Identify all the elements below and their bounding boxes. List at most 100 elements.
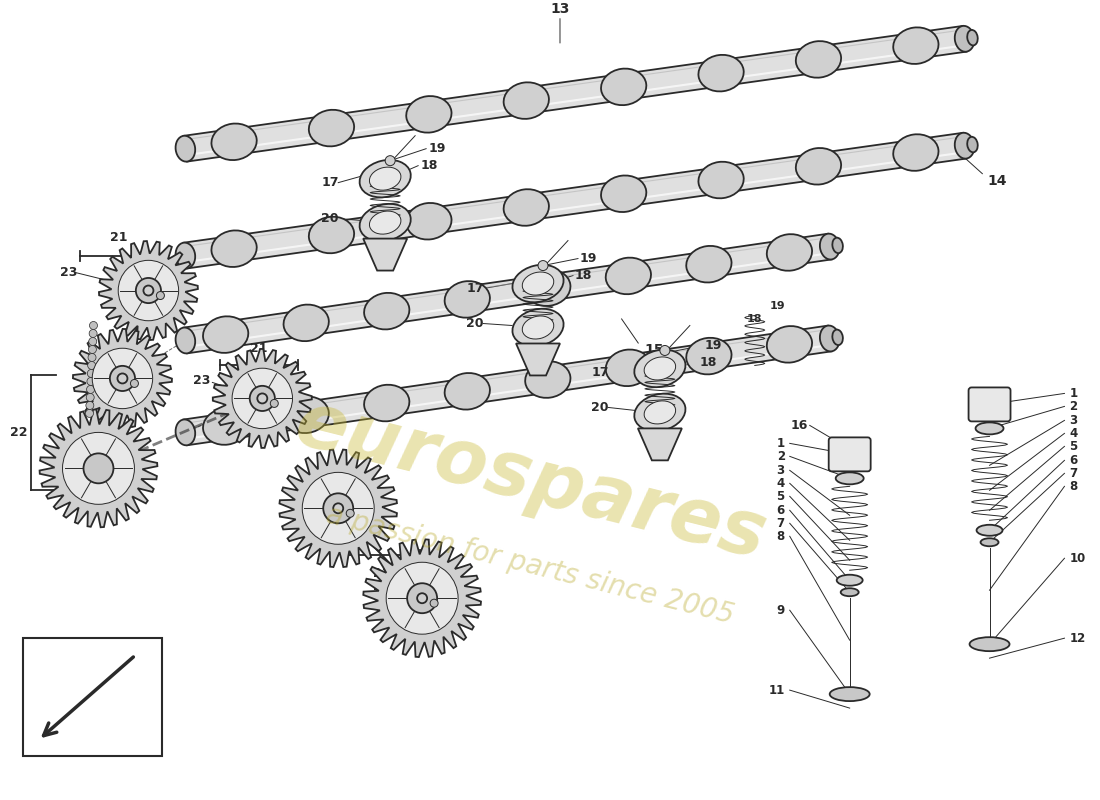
Circle shape	[118, 260, 178, 321]
Ellipse shape	[309, 110, 354, 146]
Ellipse shape	[893, 134, 938, 171]
Text: 23: 23	[374, 567, 390, 580]
Bar	[23, 638, 163, 756]
Text: 2: 2	[1069, 400, 1078, 413]
Circle shape	[232, 368, 293, 429]
Circle shape	[333, 503, 343, 514]
Circle shape	[323, 494, 353, 523]
Text: 20: 20	[591, 401, 608, 414]
Ellipse shape	[980, 538, 999, 546]
Text: 11: 11	[769, 684, 784, 697]
Ellipse shape	[820, 326, 839, 351]
Ellipse shape	[977, 525, 1002, 536]
Ellipse shape	[820, 234, 839, 259]
Ellipse shape	[204, 316, 249, 353]
Text: 3: 3	[1069, 414, 1078, 427]
Text: 3: 3	[777, 464, 784, 477]
Ellipse shape	[176, 242, 195, 269]
Ellipse shape	[976, 422, 1003, 434]
Circle shape	[407, 583, 437, 613]
Ellipse shape	[635, 350, 685, 387]
Ellipse shape	[836, 472, 864, 484]
Ellipse shape	[635, 394, 685, 431]
Ellipse shape	[370, 211, 400, 234]
Ellipse shape	[955, 133, 975, 158]
Text: eurospares: eurospares	[287, 386, 773, 574]
Ellipse shape	[513, 309, 563, 346]
Ellipse shape	[284, 305, 329, 341]
Circle shape	[86, 410, 94, 418]
Circle shape	[89, 338, 97, 346]
Circle shape	[88, 354, 96, 362]
Circle shape	[143, 286, 153, 295]
Circle shape	[87, 370, 96, 378]
Text: 18: 18	[747, 314, 762, 323]
Ellipse shape	[204, 408, 249, 445]
Text: 22: 22	[10, 426, 28, 439]
Circle shape	[88, 346, 97, 354]
Polygon shape	[363, 238, 407, 270]
Polygon shape	[638, 428, 682, 460]
Ellipse shape	[211, 123, 256, 160]
Polygon shape	[184, 133, 967, 269]
Circle shape	[346, 510, 354, 518]
Circle shape	[84, 454, 113, 483]
Ellipse shape	[893, 27, 938, 64]
Text: 23: 23	[192, 374, 210, 387]
Ellipse shape	[284, 397, 329, 433]
Text: 19: 19	[428, 142, 446, 155]
Circle shape	[86, 402, 94, 410]
Polygon shape	[73, 329, 172, 428]
Ellipse shape	[698, 55, 744, 91]
Ellipse shape	[645, 401, 675, 424]
Ellipse shape	[969, 637, 1010, 651]
Ellipse shape	[795, 41, 842, 78]
Text: 18: 18	[700, 356, 717, 369]
Ellipse shape	[686, 338, 732, 374]
Circle shape	[660, 346, 670, 355]
Text: 4: 4	[1069, 427, 1078, 440]
Ellipse shape	[525, 270, 571, 306]
Circle shape	[430, 599, 438, 607]
Circle shape	[87, 378, 95, 386]
Circle shape	[538, 261, 548, 270]
Text: 19: 19	[770, 301, 785, 310]
Ellipse shape	[176, 419, 195, 446]
Text: 6: 6	[777, 504, 784, 517]
Text: 17: 17	[466, 282, 484, 295]
Circle shape	[156, 291, 164, 299]
Text: 7: 7	[777, 517, 784, 530]
Ellipse shape	[444, 281, 490, 318]
Ellipse shape	[645, 357, 675, 380]
Ellipse shape	[525, 362, 571, 398]
Text: 4: 4	[777, 477, 784, 490]
Ellipse shape	[601, 175, 647, 212]
Polygon shape	[363, 539, 481, 657]
Text: 12: 12	[1069, 632, 1086, 645]
Ellipse shape	[967, 30, 978, 46]
Circle shape	[63, 432, 134, 504]
Ellipse shape	[606, 258, 651, 294]
Ellipse shape	[686, 246, 732, 282]
Ellipse shape	[513, 265, 563, 302]
Ellipse shape	[606, 350, 651, 386]
Text: 22: 22	[373, 580, 390, 594]
Ellipse shape	[829, 687, 870, 701]
Polygon shape	[99, 241, 198, 340]
Text: 21: 21	[110, 230, 128, 243]
Text: 17: 17	[591, 366, 608, 379]
Ellipse shape	[176, 327, 195, 354]
Text: 8: 8	[1069, 480, 1078, 493]
Circle shape	[89, 330, 97, 338]
Circle shape	[417, 594, 427, 603]
Ellipse shape	[360, 160, 410, 198]
Circle shape	[92, 348, 153, 409]
Polygon shape	[184, 26, 967, 162]
Circle shape	[135, 278, 161, 303]
Ellipse shape	[833, 330, 843, 345]
Text: 6: 6	[1069, 454, 1078, 467]
Polygon shape	[184, 234, 832, 354]
Ellipse shape	[767, 234, 812, 270]
Polygon shape	[184, 326, 832, 446]
Polygon shape	[40, 410, 157, 527]
